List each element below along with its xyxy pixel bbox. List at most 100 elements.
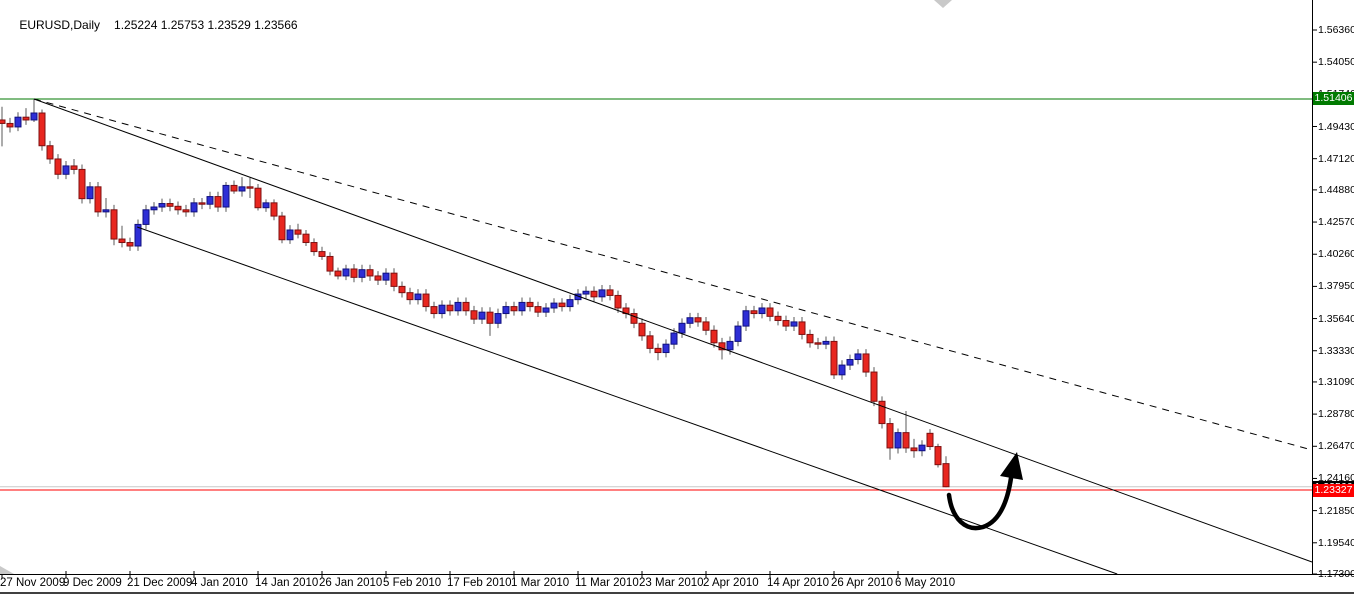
candle-bear [174, 205, 182, 211]
candle-bull [358, 269, 366, 278]
candle-bull [670, 332, 678, 345]
candle-bear [606, 289, 614, 296]
candle-bull [206, 196, 214, 205]
candle-bull [790, 321, 798, 327]
candle-bull [158, 203, 166, 208]
candle-bear [310, 242, 318, 253]
date-axis-label: 9 Dec 2009 [63, 577, 122, 589]
date-axis-label: 11 Mar 2010 [575, 577, 639, 589]
candle-bear [198, 202, 206, 205]
candle-bear [430, 306, 438, 315]
candle-bear [830, 340, 838, 376]
candle-bear [630, 313, 638, 324]
candle-bull [742, 310, 750, 327]
candle-bear [486, 311, 494, 324]
price-axis-label: 1.17300 [1318, 567, 1354, 580]
candle-bear [270, 202, 278, 217]
candle-bear [534, 306, 542, 313]
date-axis-label: 14 Jan 2010 [255, 577, 319, 589]
candle-bull [846, 359, 854, 366]
candle-bear [926, 432, 934, 448]
date-axis-label: 4 Jan 2010 [191, 577, 248, 589]
candle-bull [414, 293, 422, 301]
price-axis-label: 1.42570 [1318, 216, 1354, 229]
candle-bear [470, 310, 478, 320]
candle-bear [814, 342, 822, 345]
channel-top-dashed[interactable] [33, 98, 1313, 451]
candle-bear [510, 306, 518, 312]
candle-bear [910, 447, 918, 452]
candle-bear [126, 242, 134, 247]
candle-bull [262, 202, 270, 209]
candle-bear [902, 432, 910, 449]
up-arrow-head[interactable] [1000, 452, 1023, 480]
price-axis-label: 1.21850 [1318, 504, 1354, 517]
date-axis-label: 1 Mar 2010 [511, 577, 570, 589]
candle-bear [318, 251, 326, 257]
candle-bear [294, 229, 302, 235]
candle-bull [222, 184, 230, 208]
candle-bear [366, 269, 374, 277]
candle-bull [454, 301, 462, 312]
candle-bear [766, 307, 774, 317]
candle-bull [598, 289, 606, 298]
candle-bear [46, 145, 54, 160]
candle-bull [894, 432, 902, 449]
candle-bull [686, 317, 694, 324]
candle-bull [502, 306, 510, 315]
date-axis-label: 23 Mar 2010 [639, 577, 704, 589]
candle-bull [14, 116, 22, 128]
price-axis-label: 1.47120 [1318, 152, 1354, 165]
candle-bear [166, 203, 174, 207]
price-axis-label: 1.40260 [1318, 248, 1354, 261]
date-axis-label: 26 Apr 2010 [831, 577, 894, 589]
candle-bear [638, 322, 646, 337]
candle-bull [734, 325, 742, 342]
candle-bull [918, 444, 926, 452]
corner-artifact-top [934, 0, 952, 8]
date-axis-label: 2 Apr 2010 [703, 577, 759, 589]
candle-bear [558, 302, 566, 308]
candle-bear [398, 285, 406, 294]
up-arrow[interactable] [946, 475, 1014, 531]
candle-bear [422, 293, 430, 308]
channel-median[interactable] [33, 98, 1313, 563]
candle-bull [566, 299, 574, 308]
symbol-period-label: EURUSD,Daily [19, 18, 101, 32]
candle-bull [518, 301, 526, 312]
candle-bear [886, 423, 894, 449]
candle-bull [30, 112, 38, 121]
candle-bear [750, 310, 758, 315]
channel-bottom[interactable] [137, 226, 1118, 575]
candle-bull [238, 186, 246, 192]
candle-bull [582, 290, 590, 295]
candle-bear [694, 317, 702, 323]
candle-bear [334, 270, 342, 277]
date-axis-label: 27 Nov 2009 [0, 577, 66, 589]
chart-header: EURUSD,Daily 1.25224 1.25753 1.23529 1.23… [6, 4, 298, 46]
price-axis-label: 1.33330 [1318, 344, 1354, 357]
candle-bull [542, 307, 550, 313]
price-axis-label: 1.37950 [1318, 280, 1354, 293]
candle-bull [478, 311, 486, 320]
date-axis-label: 21 Dec 2009 [127, 577, 193, 589]
candle-bull [758, 307, 766, 315]
candle-bear [38, 112, 46, 147]
candle-bull [550, 302, 558, 309]
ohlc-readout: 1.25224 1.25753 1.23529 1.23566 [114, 18, 298, 32]
support-price-tag: 1.23327 [1313, 484, 1354, 498]
candle-bear [254, 187, 262, 209]
candle-bear [302, 233, 310, 244]
candle-bear [870, 371, 878, 402]
candle-bear [6, 122, 14, 128]
candle-bull [62, 165, 70, 175]
candle-bear [214, 196, 222, 208]
candle-bear [78, 168, 86, 200]
candle-bull [190, 202, 198, 213]
corner-artifact-bottom-left [0, 566, 14, 574]
candle-bear [878, 400, 886, 425]
candle-bull [854, 353, 862, 361]
candle-bear [462, 301, 470, 312]
